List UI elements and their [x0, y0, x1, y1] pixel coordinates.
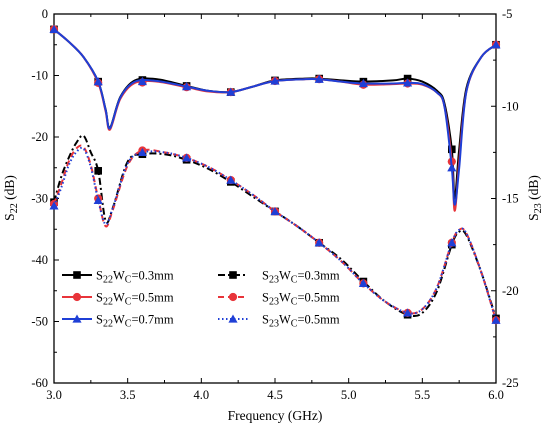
- data-point: [182, 153, 192, 162]
- data-point: [226, 87, 236, 96]
- data-point: [448, 145, 456, 154]
- x-tick-label: 4.5: [267, 388, 283, 402]
- legend-label: S23WC=0.3mm: [262, 269, 340, 286]
- data-point: [314, 74, 324, 83]
- data-point: [137, 76, 147, 86]
- data-point: [270, 76, 280, 85]
- y-left-tick-label: -20: [31, 130, 48, 144]
- legend-item: S22WC=0.5mm: [62, 291, 174, 308]
- data-point: [93, 77, 103, 86]
- y-left-tick-label: -40: [31, 253, 48, 267]
- series-line: [53, 134, 497, 319]
- plot-area: [53, 13, 497, 384]
- x-tick-label: 6.0: [488, 388, 504, 402]
- x-tick-label: 4.0: [194, 388, 210, 402]
- data-point: [358, 278, 368, 288]
- data-point: [226, 175, 236, 184]
- legend-item: S22WC=0.3mm: [62, 269, 174, 286]
- data-point: [49, 201, 59, 210]
- legend-marker: [72, 314, 82, 323]
- legend-item: S23WC=0.5mm: [218, 313, 340, 330]
- series-3: [49, 24, 501, 206]
- y-right-tick-label: -10: [502, 99, 519, 113]
- series-line: [53, 146, 497, 321]
- data-point: [93, 195, 103, 204]
- series-line: [53, 28, 497, 206]
- data-point: [270, 206, 280, 216]
- legend-label: S22WC=0.3mm: [96, 269, 174, 286]
- axis-ticks: 3.0 3.5 4.0 4.5 5.0 5.5 6.0 0 -10 -20 -30 -40 -50 -60…: [31, 7, 518, 402]
- legend-label: S23WC=0.5mm: [262, 313, 340, 330]
- y-right-tick-label: -25: [502, 376, 519, 390]
- data-point: [49, 24, 59, 34]
- data-point: [447, 238, 457, 247]
- legend-label: S22WC=0.7mm: [96, 313, 174, 330]
- data-point: [491, 40, 501, 49]
- y-left-tick-label: -50: [31, 315, 48, 329]
- x-tick-label: 5.0: [341, 388, 357, 402]
- y-right-tick-label: -20: [502, 284, 519, 298]
- x-tick-label: 3.5: [120, 388, 136, 402]
- x-tick-label: 5.5: [415, 388, 431, 402]
- legend-label: S23WC=0.5mm: [262, 291, 340, 308]
- legend-marker: [228, 292, 238, 302]
- x-tick-label: 3.0: [46, 388, 62, 402]
- legend-marker: [229, 271, 237, 279]
- data-point: [403, 78, 413, 87]
- data-point: [447, 163, 457, 172]
- legend-marker: [228, 314, 238, 323]
- y-right-axis-title: S23 (dB): [526, 175, 544, 221]
- x-axis-title: Frequency (GHz): [228, 408, 323, 423]
- series-line: [53, 144, 497, 321]
- legend-item: S23WC=0.3mm: [218, 269, 340, 286]
- series-layer: [49, 24, 501, 325]
- data-point: [182, 82, 192, 91]
- legend-label: S22WC=0.5mm: [96, 291, 174, 308]
- y-right-tick-label: -5: [502, 7, 512, 21]
- y-right-tick-label: -15: [502, 192, 519, 206]
- y-left-tick-label: -10: [31, 69, 48, 83]
- data-point: [137, 147, 147, 157]
- legend-marker: [73, 271, 81, 279]
- data-point: [403, 308, 413, 317]
- legend-item: S23WC=0.5mm: [218, 291, 340, 308]
- y-left-tick-label: -30: [31, 192, 48, 206]
- y-left-tick-label: -60: [31, 376, 48, 390]
- legend-marker: [72, 292, 82, 302]
- data-point: [314, 238, 324, 247]
- data-point: [491, 315, 501, 324]
- y-left-tick-label: 0: [42, 7, 48, 21]
- data-point: [358, 78, 368, 88]
- series-6: [49, 146, 501, 324]
- legend: S22WC=0.3mm S22WC=0.5mm S22WC=0.7mm S23WC=0…: [62, 269, 340, 330]
- data-point: [94, 167, 102, 175]
- y-left-axis-title: S22 (dB): [2, 175, 20, 221]
- legend-item: S22WC=0.7mm: [62, 313, 174, 330]
